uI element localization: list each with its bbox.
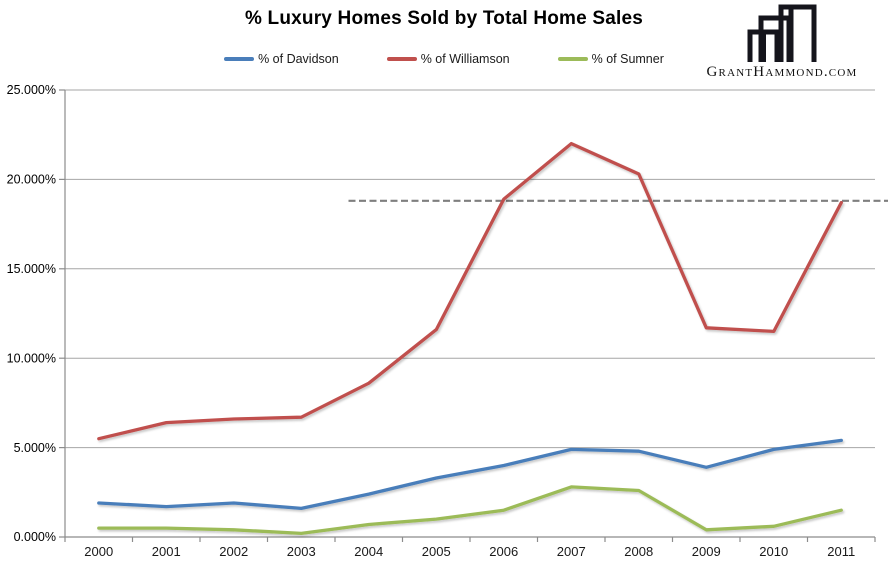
x-axis-label: 2003: [287, 544, 316, 559]
legend-label: % of Sumner: [591, 52, 664, 66]
legend-label: % of Williamson: [420, 52, 510, 66]
x-axis-label: 2000: [84, 544, 113, 559]
legend-line-swatch: [386, 57, 417, 61]
y-axis-label: 20.000%: [7, 173, 56, 187]
x-axis-label: 2011: [827, 544, 855, 559]
x-axis-label: 2001: [152, 544, 181, 559]
legend-item-davidsn: % of Davidson: [224, 52, 339, 66]
chart-legend: % of Davidson % of Williamson % of Sumner: [0, 52, 888, 66]
series-line-sumner: [97, 485, 843, 536]
x-axis-label: 2006: [489, 544, 518, 559]
legend-item-williamsn: % of Williamson: [386, 52, 510, 66]
x-axis-label: 2009: [692, 544, 721, 559]
series-line-williamsn: [97, 141, 843, 441]
x-axis-label: 2008: [624, 544, 653, 559]
brand-logo: GrantHammond.com: [682, 4, 882, 80]
y-axis-label: 25.000%: [7, 83, 56, 97]
series-line-davidsn: [97, 438, 843, 511]
x-axis-label: 2004: [354, 544, 383, 559]
x-axis-label: 2007: [557, 544, 586, 559]
x-axis-label: 2002: [219, 544, 248, 559]
x-axis-label: 2010: [759, 544, 788, 559]
legend-item-sumner: % of Sumner: [557, 52, 664, 66]
y-axis-label: 10.000%: [7, 351, 56, 365]
y-axis-label: 5.000%: [14, 441, 56, 455]
legend-line-swatch: [557, 57, 588, 61]
legend-label: % of Davidson: [258, 52, 339, 66]
legend-line-swatch: [224, 57, 255, 61]
buildings-logo-icon: [747, 4, 817, 62]
y-axis-label: 15.000%: [7, 262, 56, 276]
chart-title: % Luxury Homes Sold by Total Home Sales: [244, 8, 644, 29]
brand-domain-text: GrantHammond.com: [706, 64, 858, 80]
y-axis-label: 0.000%: [14, 530, 56, 544]
x-axis-label: 2005: [422, 544, 451, 559]
